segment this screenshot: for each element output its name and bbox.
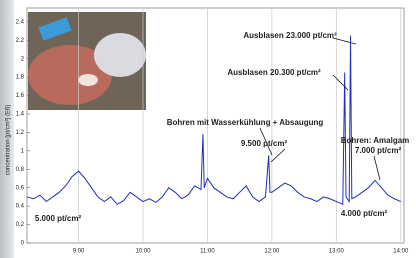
page: concentration [pt/cm³] (E6) 00.20.40.60.… <box>0 0 416 258</box>
annotation: Bohren: Amalgam <box>341 136 410 145</box>
y-tick-label: 0.4 <box>16 204 25 210</box>
y-tick-label: 2.4 <box>16 19 25 25</box>
x-tick-label: 11:00 <box>200 249 215 255</box>
y-tick-label: 0.8 <box>16 167 25 173</box>
annotation: 9.500 pt/cm² <box>241 139 288 148</box>
annotation: Ausblasen 20.300 pt/cm² <box>227 68 321 77</box>
y-tick-label: 2.2 <box>16 38 25 44</box>
x-tick-label: 14:00 <box>393 249 409 255</box>
annotation: Ausblasen 23.000 pt/cm³ <box>243 31 337 40</box>
x-tick-label: 13:00 <box>329 249 345 255</box>
x-tick-label: 9:00 <box>73 249 85 255</box>
y-tick-label: 1.8 <box>16 75 25 81</box>
y-axis-label: concentration [pt/cm³] (E6) <box>6 105 12 176</box>
y-tick-label: 1.4 <box>16 112 25 118</box>
y-tick-label: 1.6 <box>16 93 25 99</box>
y-tick-label: 0.6 <box>16 185 25 191</box>
photo-glove <box>94 33 146 77</box>
annotation: Bohren mit Wasserkühlung + Absaugung <box>167 118 324 127</box>
chart: concentration [pt/cm³] (E6) 00.20.40.60.… <box>0 0 416 258</box>
y-tick-label: 0.2 <box>16 222 25 228</box>
annotation: 7.000 pt/cm² <box>355 146 402 155</box>
photo <box>28 12 146 110</box>
annotation: 4.000 pt/cm² <box>341 209 388 218</box>
annotation: 5.000 pt/cm² <box>35 214 82 223</box>
x-tick-label: 12:00 <box>264 249 280 255</box>
photo-teeth <box>78 74 98 86</box>
x-tick-label: 10:00 <box>135 249 151 255</box>
y-tick-label: 1.2 <box>16 130 25 136</box>
